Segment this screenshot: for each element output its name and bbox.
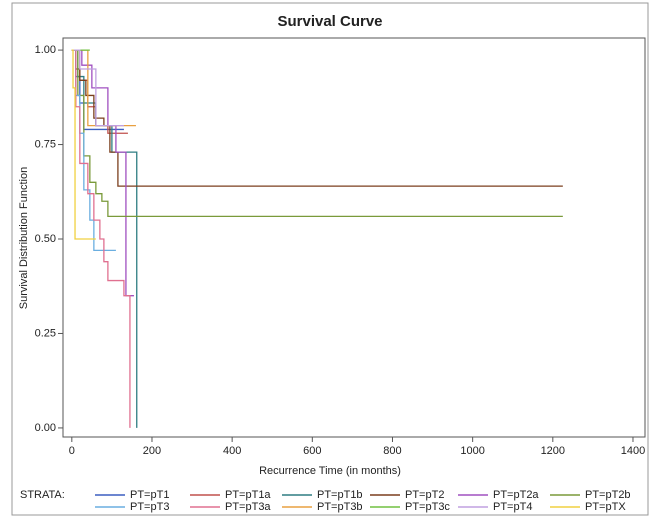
x-tick-label: 1200: [541, 445, 565, 457]
chart-title: Survival Curve: [277, 13, 382, 30]
legend-label: PT=pT2: [405, 489, 444, 501]
x-tick-label: 1000: [460, 445, 484, 457]
x-tick-label: 0: [69, 445, 75, 457]
legend-label: PT=pT4: [493, 501, 532, 513]
y-tick-label: 0.25: [35, 327, 56, 339]
y-tick-label: 0.00: [35, 422, 56, 434]
survival-curve: [71, 49, 124, 127]
legend-label: PT=pT2a: [493, 489, 539, 501]
survival-curve: [71, 49, 563, 187]
survival-curve: [71, 49, 131, 428]
x-tick-label: 800: [383, 445, 401, 457]
y-tick-label: 1.00: [35, 44, 56, 56]
survival-curve: [71, 49, 563, 217]
legend-label: PT=pT3a: [225, 501, 271, 513]
legend-title: STRATA:: [20, 489, 65, 501]
survival-curve: [71, 49, 96, 240]
survival-curve: [71, 49, 134, 297]
legend-label: PT=pT2b: [585, 489, 631, 501]
y-tick-label: 0.50: [35, 233, 56, 245]
x-axis-label: Recurrence Time (in months): [259, 465, 401, 477]
x-tick-label: 400: [223, 445, 241, 457]
legend-label: PT=pT1a: [225, 489, 271, 501]
plot-frame: [62, 37, 646, 438]
x-tick-label: 200: [143, 445, 161, 457]
legend-label: PT=pT3c: [405, 501, 450, 513]
y-tick-label: 0.75: [35, 138, 56, 150]
legend-label: PT=pTX: [585, 501, 626, 513]
x-tick-label: 600: [303, 445, 321, 457]
y-axis-label: Survival Distribution Function: [18, 167, 30, 309]
legend-label: PT=pT1: [130, 489, 169, 501]
legend-label: PT=pT3b: [317, 501, 363, 513]
legend-label: PT=pT3: [130, 501, 169, 513]
legend-label: PT=pT1b: [317, 489, 363, 501]
outer-frame: [11, 2, 649, 516]
x-tick-label: 1400: [621, 445, 645, 457]
